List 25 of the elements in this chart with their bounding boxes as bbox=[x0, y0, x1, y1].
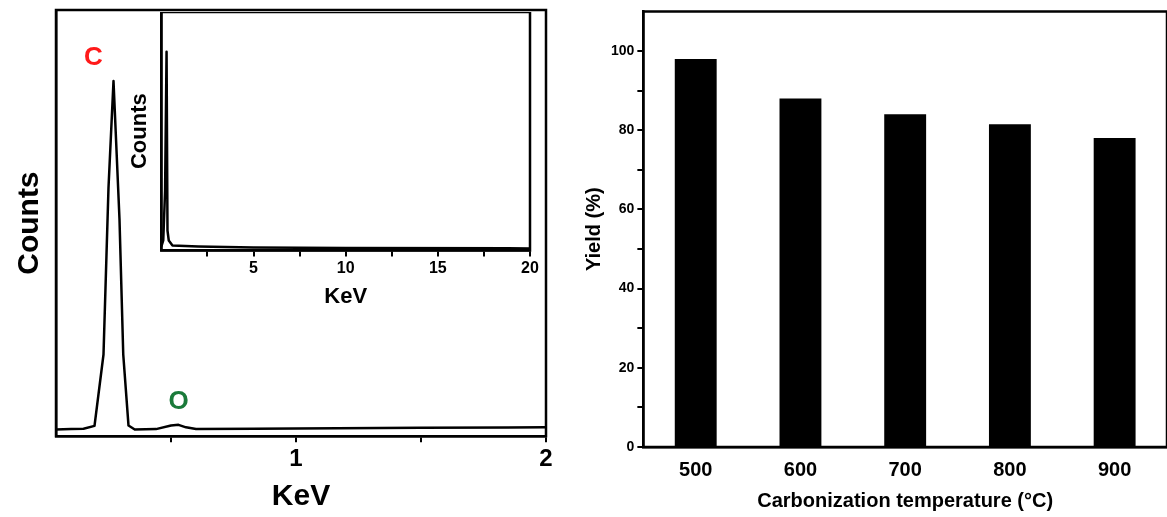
y-tick-label: 0 bbox=[626, 437, 635, 454]
y-tick-label: 20 bbox=[618, 358, 635, 375]
x-axis-title: KeV bbox=[324, 282, 368, 308]
x-tick-label: 500 bbox=[679, 457, 713, 480]
x-tick-label: 2 bbox=[539, 444, 553, 472]
x-axis-title: KeV bbox=[271, 478, 331, 512]
x-tick-label: 10 bbox=[336, 259, 355, 277]
y-tick-label: 40 bbox=[618, 279, 635, 296]
annotation: O bbox=[168, 385, 189, 416]
x-tick-label: 900 bbox=[1097, 457, 1132, 480]
x-tick-label: 600 bbox=[783, 457, 818, 480]
x-tick-label: 1 bbox=[289, 444, 303, 472]
y-axis-title: Counts bbox=[11, 171, 45, 275]
y-axis-title: Counts bbox=[126, 93, 152, 170]
x-axis-title: Carbonization temperature (°C) bbox=[757, 488, 1054, 511]
y-axis-title: Yield (%) bbox=[581, 187, 604, 272]
y-tick-label: 100 bbox=[611, 41, 635, 58]
x-tick-label: 700 bbox=[888, 457, 922, 480]
x-tick-label: 15 bbox=[428, 259, 447, 277]
y-tick-label: 80 bbox=[618, 121, 635, 138]
x-tick-label: 20 bbox=[521, 259, 539, 277]
y-tick-label: 60 bbox=[618, 200, 635, 217]
annotation: C bbox=[84, 41, 104, 72]
x-tick-label: 800 bbox=[993, 457, 1027, 480]
x-tick-label: 5 bbox=[249, 259, 259, 277]
